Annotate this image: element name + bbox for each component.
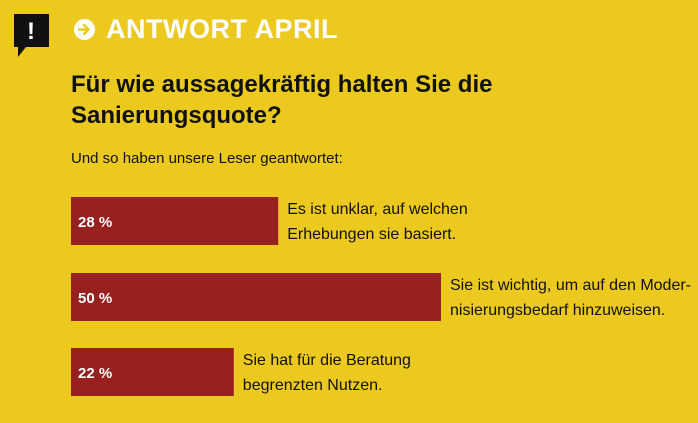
question-title: Für wie aussagekräftig halten Sie die Sa… [71,71,493,129]
bar-value-label-3: 22 % [78,365,112,382]
bar-category-label-2: Sie ist wichtig, um auf den Moder-nisier… [450,277,691,319]
arrow-right-glyph [78,23,90,35]
header-title: ANTWORT APRIL [106,14,338,44]
bar-1 [71,197,279,245]
arrow-right-circle-icon [74,18,95,40]
exclamation-badge-icon: ! [14,14,49,57]
bar-category-label-3: Sie hat für die Beratung begrenzten Nutze… [243,352,411,394]
bar-category-line: Sie hat für die Beratung [243,352,411,369]
bar-category-line: Erhebungen sie basiert. [287,226,456,243]
bar-3 [71,348,234,396]
bar-category-line: begrenzten Nutzen. [243,377,383,394]
chart-subtitle: Und so haben unsere Leser geantwortet: [71,150,343,167]
bar-category-line: Es ist unklar, auf welchen [287,201,468,218]
bar-category-line: Sie ist wichtig, um auf den Moder- [450,277,691,294]
badge-symbol: ! [27,18,35,45]
bar-2 [71,273,441,321]
bar-value-label-2: 50 % [78,290,112,307]
header: ANTWORT APRIL [74,14,338,44]
bar-category-label-1: Es ist unklar, auf welchen Erhebungen sie… [287,201,468,243]
bar-category-line: nisierungsbedarf hinzuweisen. [450,302,665,319]
bar-value-label-1: 28 % [78,214,112,231]
